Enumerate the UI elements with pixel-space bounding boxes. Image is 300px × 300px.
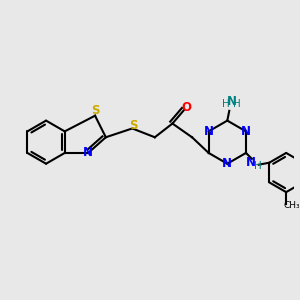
Text: H: H xyxy=(254,161,262,171)
Text: H: H xyxy=(223,99,230,109)
Text: N: N xyxy=(246,156,256,169)
Text: N: N xyxy=(227,95,237,109)
Text: N: N xyxy=(241,125,251,138)
Text: O: O xyxy=(181,101,191,114)
Text: S: S xyxy=(91,104,99,117)
Text: S: S xyxy=(129,119,137,132)
Text: N: N xyxy=(222,157,232,170)
Text: N: N xyxy=(83,146,93,159)
Text: CH₃: CH₃ xyxy=(284,201,300,210)
Text: H: H xyxy=(233,99,241,109)
Text: N: N xyxy=(204,125,214,138)
